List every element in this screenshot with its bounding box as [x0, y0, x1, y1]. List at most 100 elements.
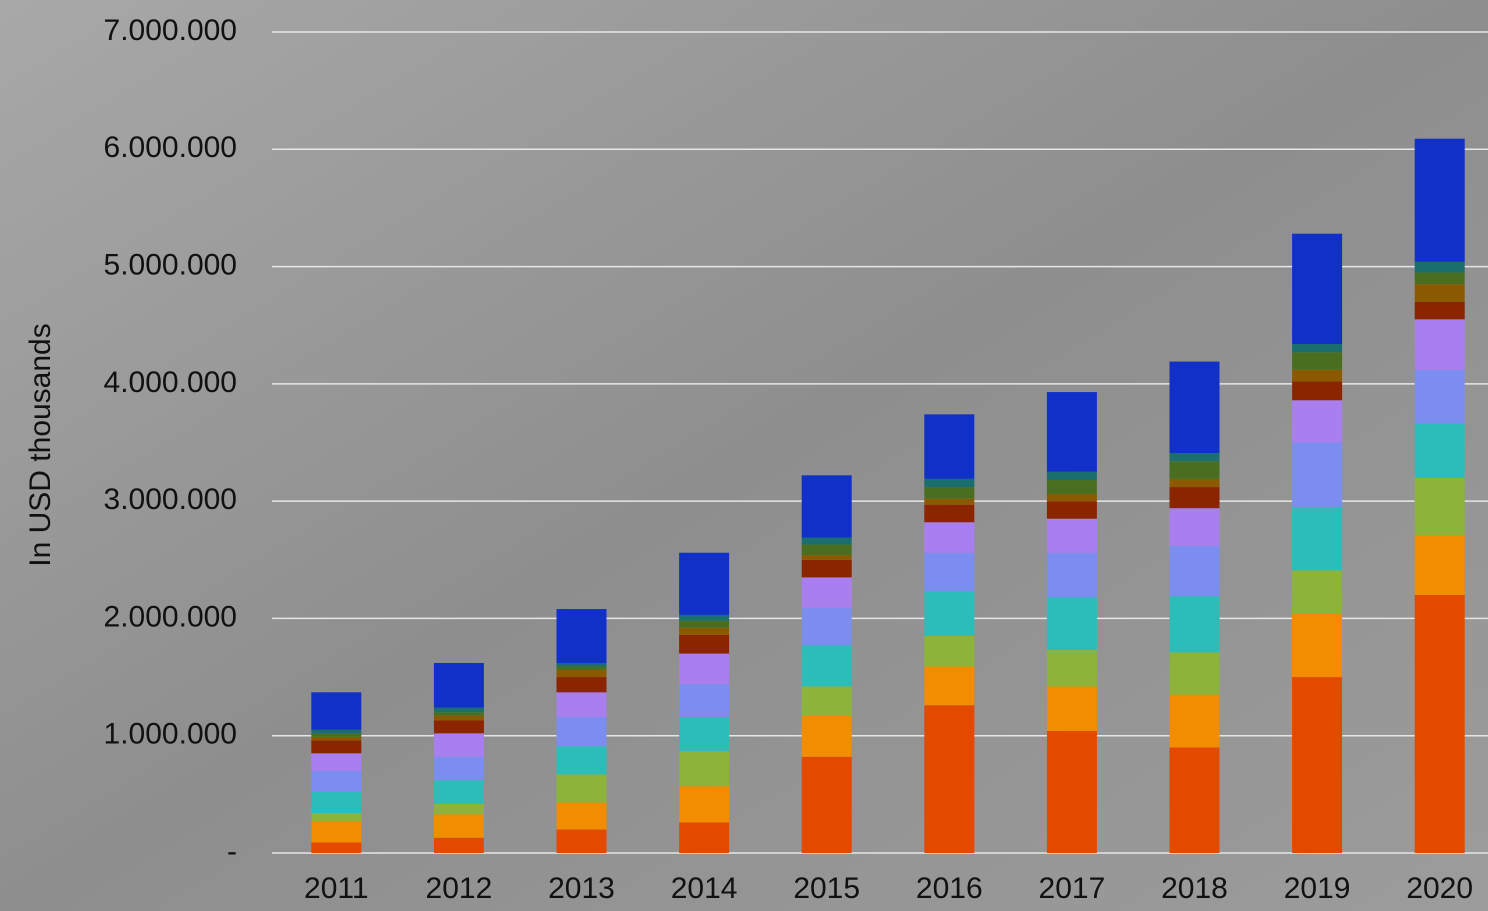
- bar-segment: [679, 684, 730, 717]
- bar-segment: [311, 692, 362, 730]
- bar-segment: [924, 478, 975, 488]
- bar-segment: [801, 577, 852, 608]
- bar-segment: [1169, 652, 1220, 695]
- bar-segment: [1292, 233, 1343, 344]
- x-tick-label: 2019: [1284, 872, 1351, 905]
- bar-segment: [1046, 731, 1097, 853]
- bar-segment: [679, 614, 730, 621]
- bar-segment: [924, 552, 975, 592]
- bar-segment: [924, 522, 975, 553]
- bar-segment: [1292, 369, 1343, 382]
- bar-segment: [1046, 650, 1097, 687]
- bar-segment: [1046, 552, 1097, 598]
- bar-segment: [679, 627, 730, 635]
- bar-segment: [556, 692, 607, 717]
- bar-segment: [311, 736, 362, 741]
- bar-segment: [679, 716, 730, 751]
- y-tick-label: 1.000.000: [104, 718, 237, 751]
- y-tick-label: 2.000.000: [104, 600, 237, 633]
- bar-segment: [311, 733, 362, 737]
- bar-segment: [1292, 343, 1343, 353]
- bar-segment: [1169, 545, 1220, 597]
- bar-segment: [1414, 423, 1465, 478]
- bar-segment: [433, 733, 484, 757]
- bar-segment: [1169, 361, 1220, 454]
- bar-segment: [1414, 301, 1465, 320]
- bar-segment: [924, 636, 975, 667]
- bar-segment: [1169, 478, 1220, 488]
- bar-segment: [556, 677, 607, 693]
- bar-segment: [679, 653, 730, 685]
- bar-segment: [924, 498, 975, 505]
- bar-segment: [679, 750, 730, 787]
- bar-segment: [924, 414, 975, 479]
- bar-segment: [924, 705, 975, 853]
- bar-segment: [311, 813, 362, 822]
- bar-segment: [679, 620, 730, 628]
- bar-segment: [1292, 507, 1343, 571]
- bar-segment: [1292, 442, 1343, 508]
- bar-segment: [1414, 477, 1465, 536]
- bar-segment: [801, 607, 852, 646]
- bar-segment: [1292, 400, 1343, 443]
- bar-segment: [1414, 261, 1465, 273]
- x-tick-label: 2020: [1406, 872, 1473, 905]
- bar-segment: [1414, 272, 1465, 285]
- x-tick-label: 2017: [1039, 872, 1106, 905]
- bar-segment: [311, 792, 362, 814]
- bar-segment: [801, 544, 852, 556]
- bar-segment: [801, 715, 852, 757]
- x-tick-label: 2016: [916, 872, 983, 905]
- bar-segment: [1414, 535, 1465, 595]
- bar-segment: [1046, 392, 1097, 472]
- y-tick-label: 5.000.000: [104, 248, 237, 281]
- y-tick-label: 7.000.000: [104, 14, 237, 47]
- bar-segment: [1169, 487, 1220, 509]
- bar-segment: [433, 712, 484, 716]
- x-tick-label: 2011: [304, 872, 369, 905]
- bar-segment: [556, 746, 607, 775]
- bar-segment: [1414, 138, 1465, 262]
- bar-segment: [311, 753, 362, 771]
- bar-segment: [433, 780, 484, 804]
- bar-segment: [1046, 597, 1097, 651]
- bar-segment: [1046, 686, 1097, 732]
- bar-segment: [1292, 352, 1343, 370]
- bar-segment: [801, 537, 852, 545]
- bar-segment: [1046, 480, 1097, 495]
- bar-segment: [556, 609, 607, 663]
- bar-segment: [679, 822, 730, 853]
- y-tick-label: 6.000.000: [104, 131, 237, 164]
- bar-segment: [433, 756, 484, 781]
- bar-segment: [1046, 518, 1097, 553]
- bar-segment: [556, 716, 607, 747]
- bar-segment: [1169, 747, 1220, 853]
- bar-segment: [311, 740, 362, 754]
- bar-segment: [433, 814, 484, 838]
- bar-segment: [433, 715, 484, 721]
- bar-segment: [924, 666, 975, 706]
- bar-segment: [1292, 381, 1343, 401]
- y-axis-label: In USD thousands: [24, 323, 57, 566]
- bar-segment: [1046, 501, 1097, 519]
- bar-segment: [1414, 319, 1465, 370]
- bar-segment: [556, 802, 607, 830]
- x-tick-label: 2018: [1161, 872, 1228, 905]
- bar-segment: [311, 729, 362, 734]
- bar-segment: [1169, 453, 1220, 462]
- bar-segment: [1414, 369, 1465, 424]
- bar-segment: [801, 686, 852, 716]
- bar-segment: [311, 770, 362, 793]
- x-tick-label: 2012: [426, 872, 493, 905]
- x-tick-label: 2013: [548, 872, 615, 905]
- bar-segment: [433, 803, 484, 815]
- bar-segment: [679, 634, 730, 654]
- bar-segment: [801, 756, 852, 853]
- bar-segment: [311, 842, 362, 853]
- bar-segment: [311, 821, 362, 843]
- bar-segment: [433, 720, 484, 734]
- bar-segment: [1414, 594, 1465, 853]
- bar-segment: [1169, 694, 1220, 748]
- bar-segment: [924, 591, 975, 637]
